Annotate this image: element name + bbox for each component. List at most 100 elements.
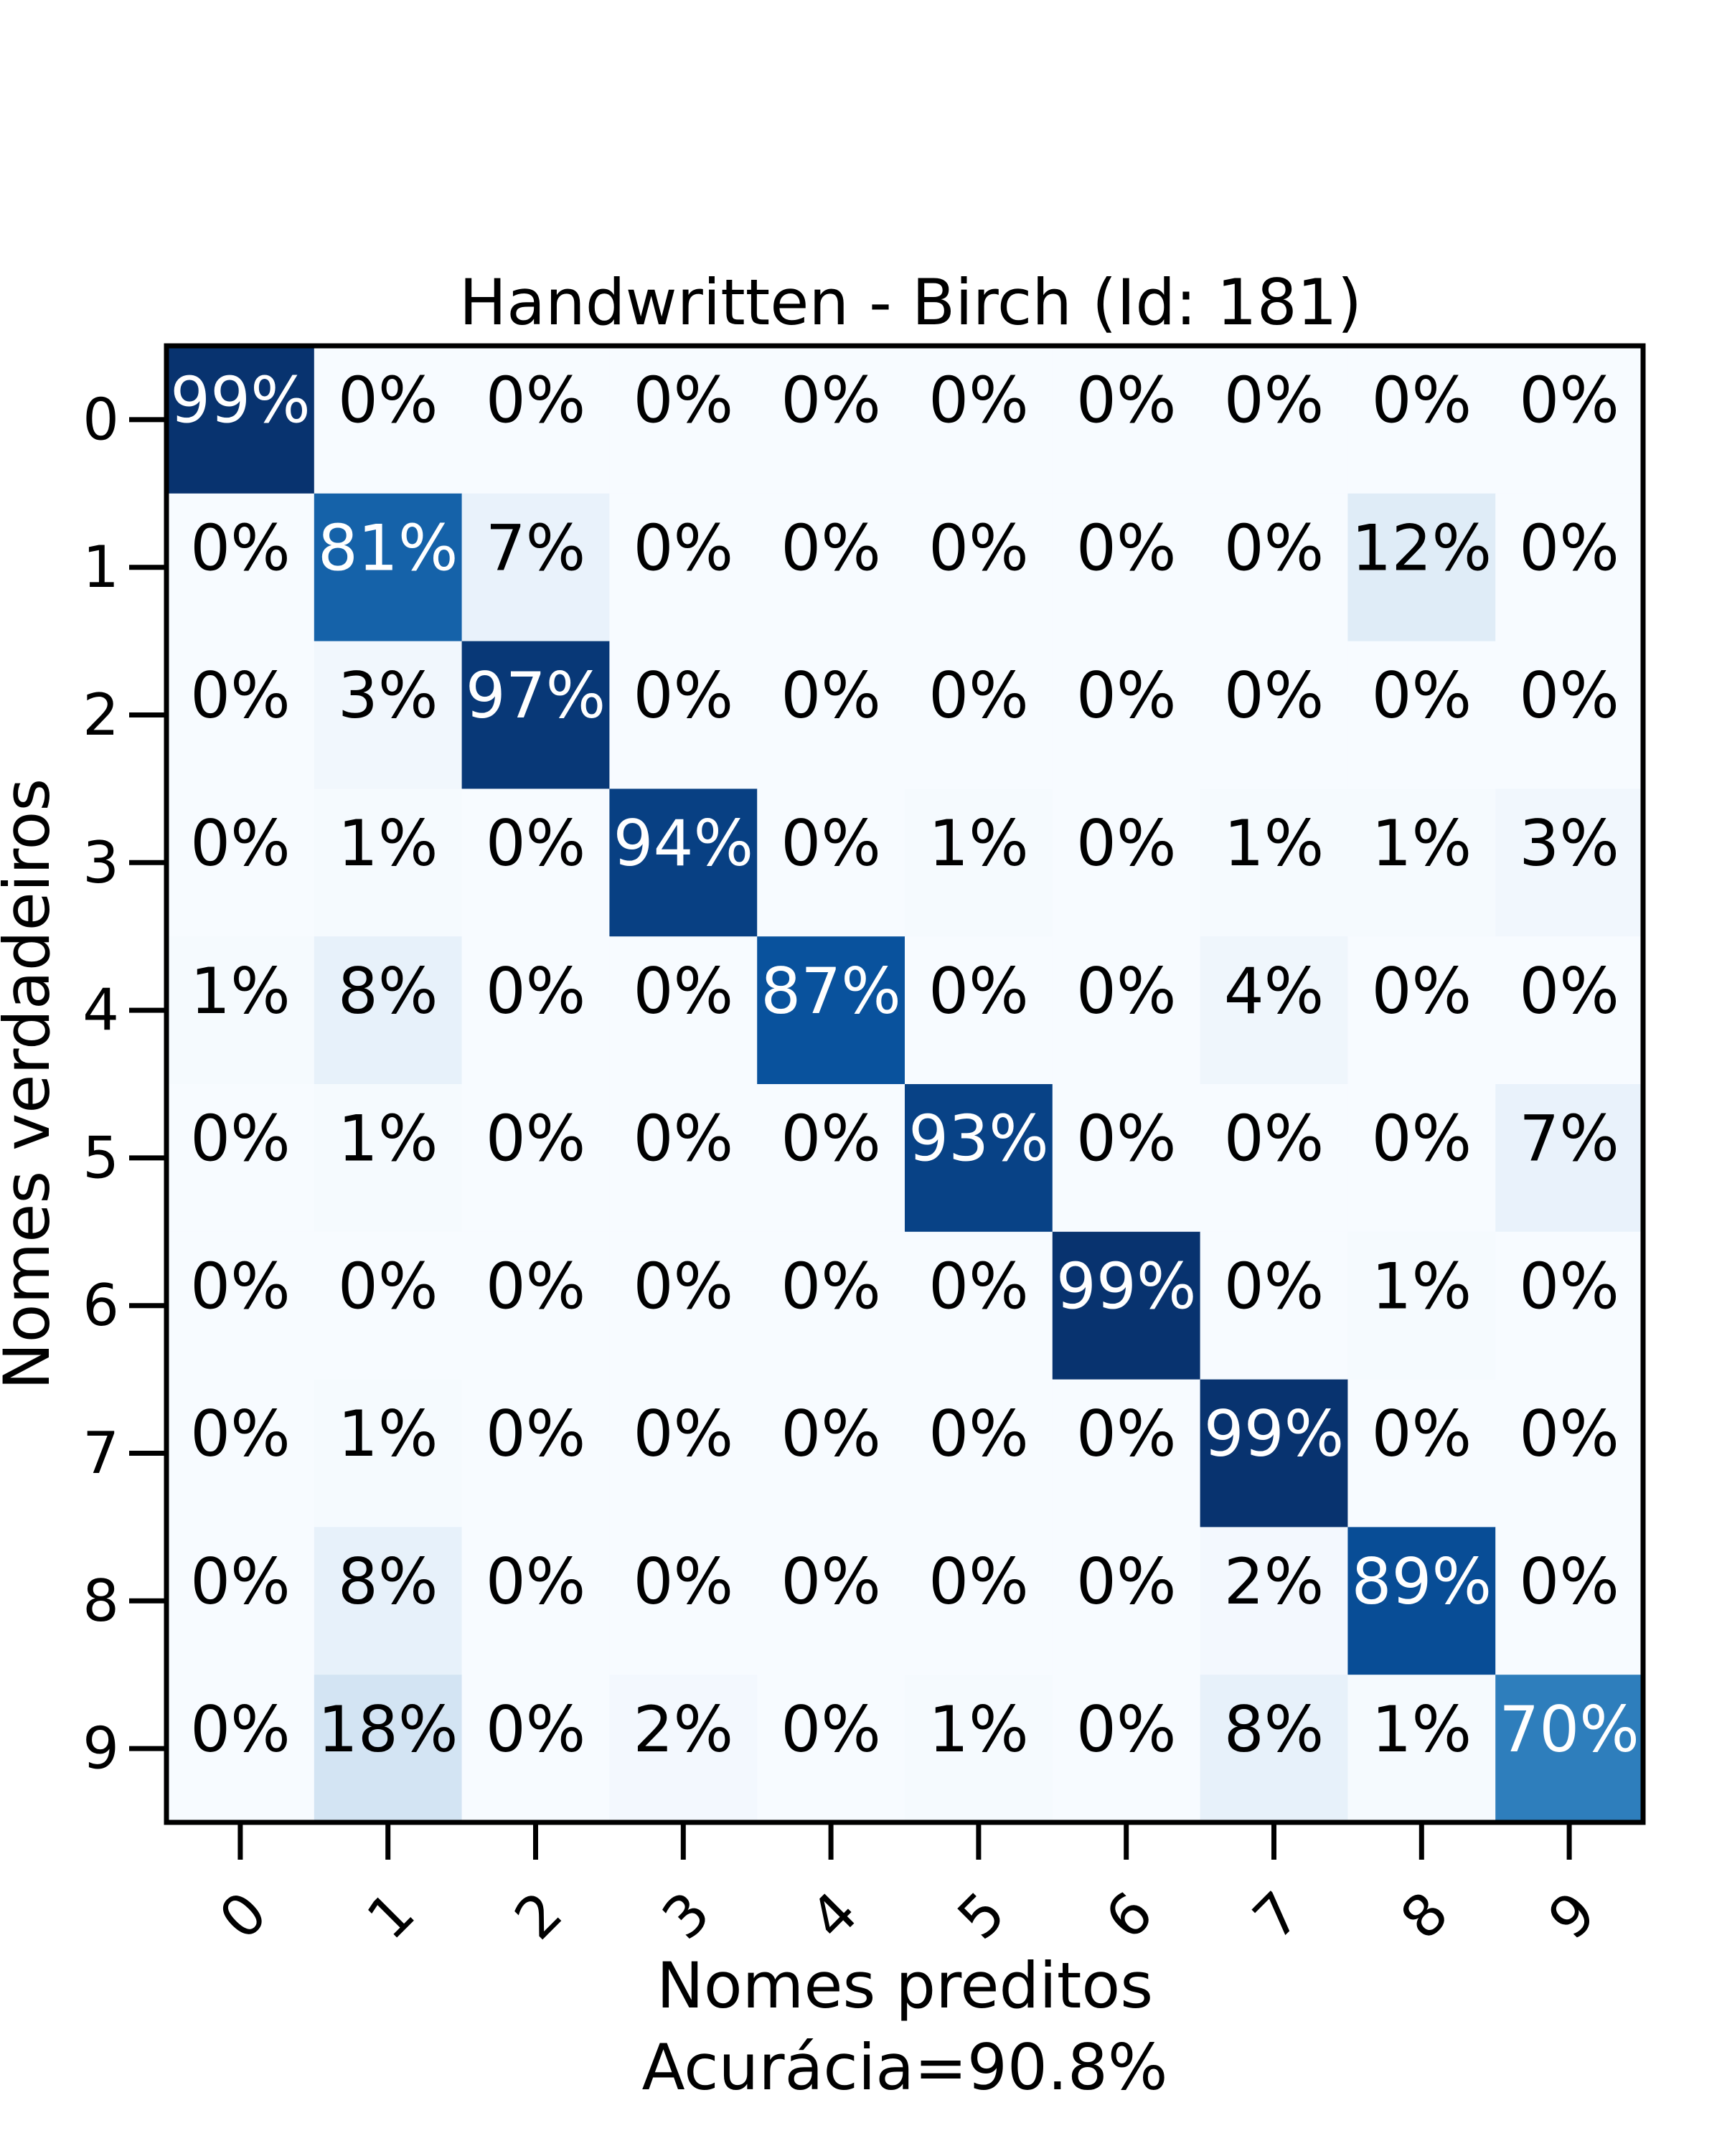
heatmap-cell-r4-c8 bbox=[1347, 936, 1496, 1085]
heatmap-cell-r8-c2 bbox=[461, 1527, 610, 1675]
heatmap-cell-label-r6-c7: 0% bbox=[1224, 1249, 1325, 1323]
heatmap-cell-label-r5-c0: 0% bbox=[190, 1102, 291, 1176]
heatmap-cell-label-r8-c2: 0% bbox=[486, 1545, 586, 1619]
heatmap-cell-r9-c8 bbox=[1347, 1675, 1496, 1823]
heatmap-cell-label-r8-c1: 8% bbox=[338, 1545, 438, 1619]
heatmap-cell-label-r1-c5: 0% bbox=[928, 511, 1029, 585]
heatmap-cell-label-r4-c9: 0% bbox=[1519, 954, 1619, 1028]
heatmap-cell-label-r9-c9: 70% bbox=[1499, 1693, 1639, 1766]
heatmap-cell-label-r5-c3: 0% bbox=[633, 1102, 733, 1176]
heatmap-cell-label-r3-c8: 1% bbox=[1371, 806, 1472, 880]
heatmap-cell-label-r4-c1: 8% bbox=[338, 954, 438, 1028]
heatmap-cell-label-r7-c6: 0% bbox=[1076, 1397, 1177, 1471]
heatmap-cell-r7-c2 bbox=[461, 1379, 610, 1527]
heatmap-cell-r2-c3 bbox=[609, 641, 758, 789]
heatmap-cell-label-r0-c6: 0% bbox=[1076, 364, 1177, 438]
heatmap-cell-label-r3-c9: 3% bbox=[1519, 806, 1619, 880]
heatmap-cell-r0-c3 bbox=[609, 346, 758, 494]
heatmap-cell-label-r6-c6: 99% bbox=[1056, 1249, 1197, 1323]
heatmap-cell-label-r9-c2: 0% bbox=[486, 1693, 586, 1766]
x-tick-label-1: 1 bbox=[354, 1879, 428, 1952]
heatmap-cell-r7-c3 bbox=[609, 1379, 758, 1527]
heatmap-cell-label-r0-c4: 0% bbox=[781, 364, 881, 438]
heatmap-cell-r2-c2 bbox=[461, 641, 610, 789]
heatmap-cell-r1-c2 bbox=[461, 493, 610, 642]
heatmap-cell-r9-c5 bbox=[905, 1675, 1053, 1823]
heatmap-cell-r9-c9 bbox=[1495, 1675, 1644, 1823]
x-tick-label-3: 3 bbox=[649, 1879, 723, 1952]
y-tick-label-0: 0 bbox=[83, 386, 119, 453]
heatmap-cell-label-r4-c3: 0% bbox=[633, 954, 733, 1028]
heatmap-cell-label-r0-c8: 0% bbox=[1371, 364, 1472, 438]
heatmap-cell-label-r0-c0: 99% bbox=[170, 364, 311, 438]
heatmap-cell-label-r9-c3: 2% bbox=[633, 1693, 733, 1766]
heatmap-cell-r6-c8 bbox=[1347, 1231, 1496, 1380]
heatmap-cell-r2-c4 bbox=[757, 641, 905, 789]
heatmap-cell-r0-c1 bbox=[314, 346, 463, 494]
heatmap-cell-label-r1-c9: 0% bbox=[1519, 511, 1619, 585]
heatmap-cell-label-r9-c0: 0% bbox=[190, 1693, 291, 1766]
heatmap-cell-label-r0-c3: 0% bbox=[633, 364, 733, 438]
heatmap-cell-labels: 99% 0% 0% 0% 0% 0% 0% 0% 0% 0% 0% 81% 7% 0% 0% 0% 0% 0% 12… bbox=[170, 364, 1639, 1766]
heatmap-cell-label-r1-c4: 0% bbox=[781, 511, 881, 585]
heatmap-cell-label-r1-c6: 0% bbox=[1076, 511, 1177, 585]
heatmap-cell-r0-c4 bbox=[757, 346, 905, 494]
heatmap-cell-r6-c6 bbox=[1052, 1231, 1201, 1380]
y-tick-label-3: 3 bbox=[83, 829, 119, 896]
heatmap-cell-label-r5-c7: 0% bbox=[1224, 1102, 1325, 1176]
heatmap-cell-label-r5-c6: 0% bbox=[1076, 1102, 1177, 1176]
heatmap-cell-label-r8-c7: 2% bbox=[1224, 1545, 1325, 1619]
heatmap-cell-r7-c0 bbox=[166, 1379, 315, 1527]
heatmap-cell-r1-c4 bbox=[757, 493, 905, 642]
heatmap-cell-r5-c7 bbox=[1200, 1084, 1348, 1233]
heatmap-cell-r6-c3 bbox=[609, 1231, 758, 1380]
heatmap-cell-r3-c0 bbox=[166, 789, 315, 937]
x-axis-ticks: 0 1 2 3 4 5 6 7 8 9 bbox=[207, 1822, 1609, 1952]
heatmap-cell-label-r7-c1: 1% bbox=[338, 1397, 438, 1471]
heatmap-cell-r4-c7 bbox=[1200, 936, 1348, 1085]
heatmap-cell-r7-c8 bbox=[1347, 1379, 1496, 1527]
heatmap-cell-r6-c1 bbox=[314, 1231, 463, 1380]
heatmap-cell-r4-c4 bbox=[757, 936, 905, 1085]
heatmap-cell-label-r3-c1: 1% bbox=[338, 806, 438, 880]
y-tick-label-7: 7 bbox=[83, 1420, 119, 1487]
heatmap-cell-label-r5-c9: 7% bbox=[1519, 1102, 1619, 1176]
x-tick-label-0: 0 bbox=[207, 1879, 280, 1952]
heatmap-cell-label-r7-c3: 0% bbox=[633, 1397, 733, 1471]
heatmap-cell-label-r4-c0: 1% bbox=[190, 954, 291, 1028]
heatmap-cell-r2-c9 bbox=[1495, 641, 1644, 789]
heatmap-cell-r5-c1 bbox=[314, 1084, 463, 1233]
heatmap-cell-r5-c3 bbox=[609, 1084, 758, 1233]
heatmap-cell-label-r1-c0: 0% bbox=[190, 511, 291, 585]
heatmap-cell-r3-c4 bbox=[757, 789, 905, 937]
heatmap-cell-r3-c6 bbox=[1052, 789, 1201, 937]
heatmap-cell-r3-c1 bbox=[314, 789, 463, 937]
heatmap-cell-r3-c7 bbox=[1200, 789, 1348, 937]
heatmap-cell-label-r4-c8: 0% bbox=[1371, 954, 1472, 1028]
heatmap-cell-label-r6-c1: 0% bbox=[338, 1249, 438, 1323]
y-tick-label-2: 2 bbox=[83, 682, 119, 748]
y-tick-label-1: 1 bbox=[83, 534, 119, 601]
heatmap-cell-label-r7-c4: 0% bbox=[781, 1397, 881, 1471]
heatmap-cell-label-r0-c7: 0% bbox=[1224, 364, 1325, 438]
heatmap-cell-label-r5-c5: 93% bbox=[908, 1102, 1049, 1176]
heatmap-cell-r2-c7 bbox=[1200, 641, 1348, 789]
heatmap-cell-r5-c6 bbox=[1052, 1084, 1201, 1233]
heatmap-cell-label-r6-c5: 0% bbox=[928, 1249, 1029, 1323]
heatmap-cell-label-r2-c0: 0% bbox=[190, 659, 291, 733]
heatmap-cell-r4-c9 bbox=[1495, 936, 1644, 1085]
heatmap-cell-label-r2-c9: 0% bbox=[1519, 659, 1619, 733]
heatmap-cell-r9-c2 bbox=[461, 1675, 610, 1823]
heatmap-cell-r6-c0 bbox=[166, 1231, 315, 1380]
heatmap-cell-r5-c5 bbox=[905, 1084, 1053, 1233]
heatmap-cell-r1-c8 bbox=[1347, 493, 1496, 642]
heatmap-cell-label-r8-c0: 0% bbox=[190, 1545, 291, 1619]
accuracy-label: Acurácia=90.8% bbox=[642, 2030, 1168, 2104]
heatmap-cell-label-r5-c1: 1% bbox=[338, 1102, 438, 1176]
heatmap-cell-r5-c2 bbox=[461, 1084, 610, 1233]
heatmap-cell-label-r4-c2: 0% bbox=[486, 954, 586, 1028]
heatmap-cell-label-r6-c0: 0% bbox=[190, 1249, 291, 1323]
heatmap-cell-r1-c1 bbox=[314, 493, 463, 642]
heatmap-cell-r8-c5 bbox=[905, 1527, 1053, 1675]
heatmap-cell-r0-c0 bbox=[166, 346, 315, 494]
